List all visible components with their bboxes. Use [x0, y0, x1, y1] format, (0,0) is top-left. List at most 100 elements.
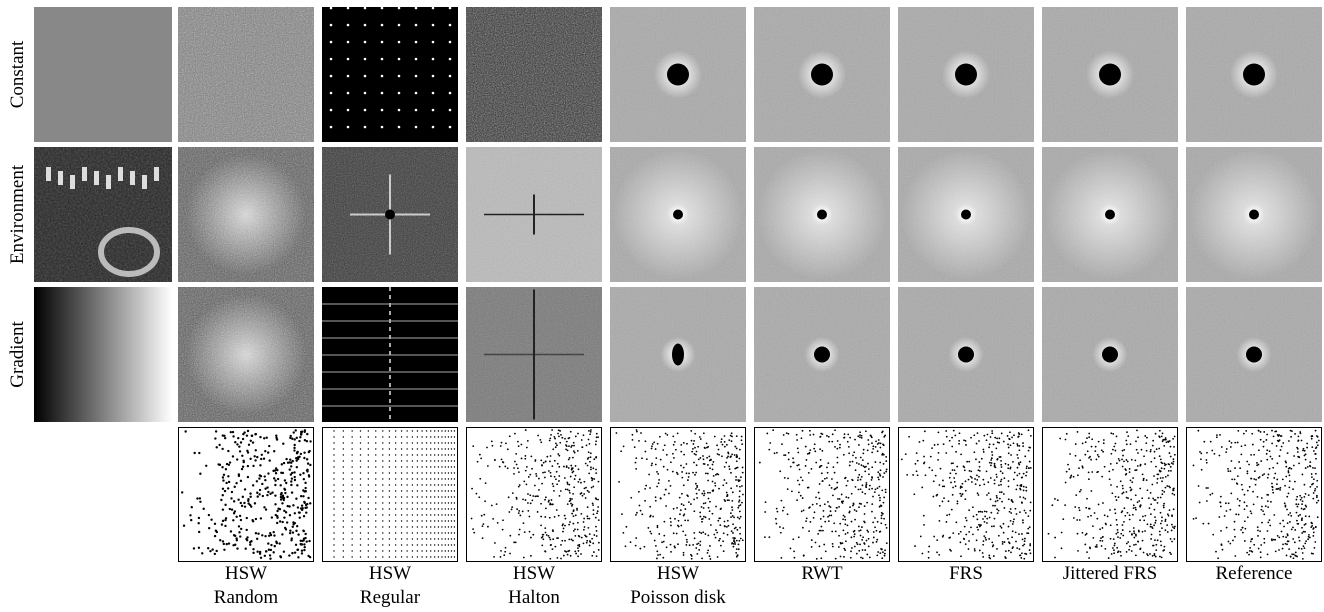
point — [360, 550, 361, 551]
point — [884, 549, 886, 551]
point — [1090, 515, 1092, 517]
point — [1054, 498, 1056, 500]
point — [1234, 555, 1236, 557]
env-window — [106, 175, 111, 189]
point — [552, 448, 554, 450]
point — [721, 438, 723, 440]
point — [855, 457, 857, 459]
point — [279, 484, 281, 486]
point — [1094, 512, 1096, 514]
point — [426, 490, 427, 491]
point — [1010, 520, 1012, 522]
point — [726, 495, 728, 497]
point — [877, 551, 879, 553]
point — [1007, 538, 1009, 540]
point — [406, 520, 407, 521]
point — [1285, 466, 1287, 468]
point — [525, 470, 527, 472]
point — [471, 518, 473, 520]
point — [1017, 484, 1019, 486]
point — [597, 506, 599, 508]
point — [257, 495, 259, 497]
point — [849, 437, 851, 439]
point — [268, 459, 270, 461]
point — [984, 521, 986, 523]
point — [1126, 551, 1128, 553]
point — [931, 447, 933, 449]
point — [441, 532, 442, 533]
point — [1117, 536, 1119, 538]
point — [727, 520, 729, 522]
point — [737, 516, 739, 518]
point — [834, 446, 836, 448]
point — [699, 531, 701, 533]
point — [978, 511, 980, 513]
point — [870, 435, 872, 437]
point — [568, 524, 570, 526]
point — [500, 550, 502, 552]
point — [872, 542, 874, 544]
point — [518, 534, 520, 536]
point — [401, 484, 402, 485]
point — [1287, 533, 1289, 535]
point — [867, 439, 869, 441]
point — [1219, 455, 1221, 457]
point — [735, 476, 737, 478]
point — [557, 463, 559, 465]
point — [1075, 443, 1077, 445]
point — [729, 468, 731, 470]
point — [1024, 510, 1026, 512]
point — [983, 535, 985, 537]
point — [274, 545, 276, 547]
point — [274, 503, 276, 505]
point — [306, 540, 308, 542]
point — [276, 510, 278, 512]
point — [620, 450, 622, 452]
point — [1296, 499, 1298, 501]
point — [1073, 476, 1075, 478]
spectrum-image — [754, 287, 890, 422]
point — [389, 430, 390, 431]
point — [539, 439, 541, 441]
point — [550, 475, 552, 477]
point — [434, 466, 435, 467]
point — [623, 445, 625, 447]
point — [865, 486, 867, 488]
point — [368, 478, 369, 479]
point — [1110, 538, 1112, 540]
point — [811, 546, 813, 548]
point — [1308, 534, 1310, 536]
spectrum-image — [466, 147, 602, 282]
point — [994, 463, 996, 465]
point — [343, 484, 344, 485]
point — [551, 504, 553, 506]
point — [1161, 516, 1163, 518]
point — [655, 545, 657, 547]
point — [1238, 505, 1240, 507]
point — [1065, 439, 1067, 441]
point — [801, 437, 803, 439]
point — [859, 436, 861, 438]
point — [731, 506, 733, 508]
point — [595, 469, 597, 471]
spectrum-image — [1186, 287, 1322, 422]
point — [441, 472, 442, 473]
point — [954, 469, 956, 471]
point — [712, 464, 714, 466]
point — [1103, 439, 1105, 441]
point — [1165, 437, 1167, 439]
point — [421, 556, 422, 557]
point — [1243, 433, 1245, 435]
point — [693, 443, 695, 445]
point — [564, 540, 566, 542]
point — [417, 556, 418, 557]
point — [1023, 543, 1025, 545]
point — [517, 441, 519, 443]
point — [198, 452, 200, 454]
point — [544, 471, 546, 473]
point — [705, 472, 707, 474]
point — [445, 484, 446, 485]
point — [670, 485, 672, 487]
point — [1249, 547, 1251, 549]
point — [849, 511, 851, 513]
